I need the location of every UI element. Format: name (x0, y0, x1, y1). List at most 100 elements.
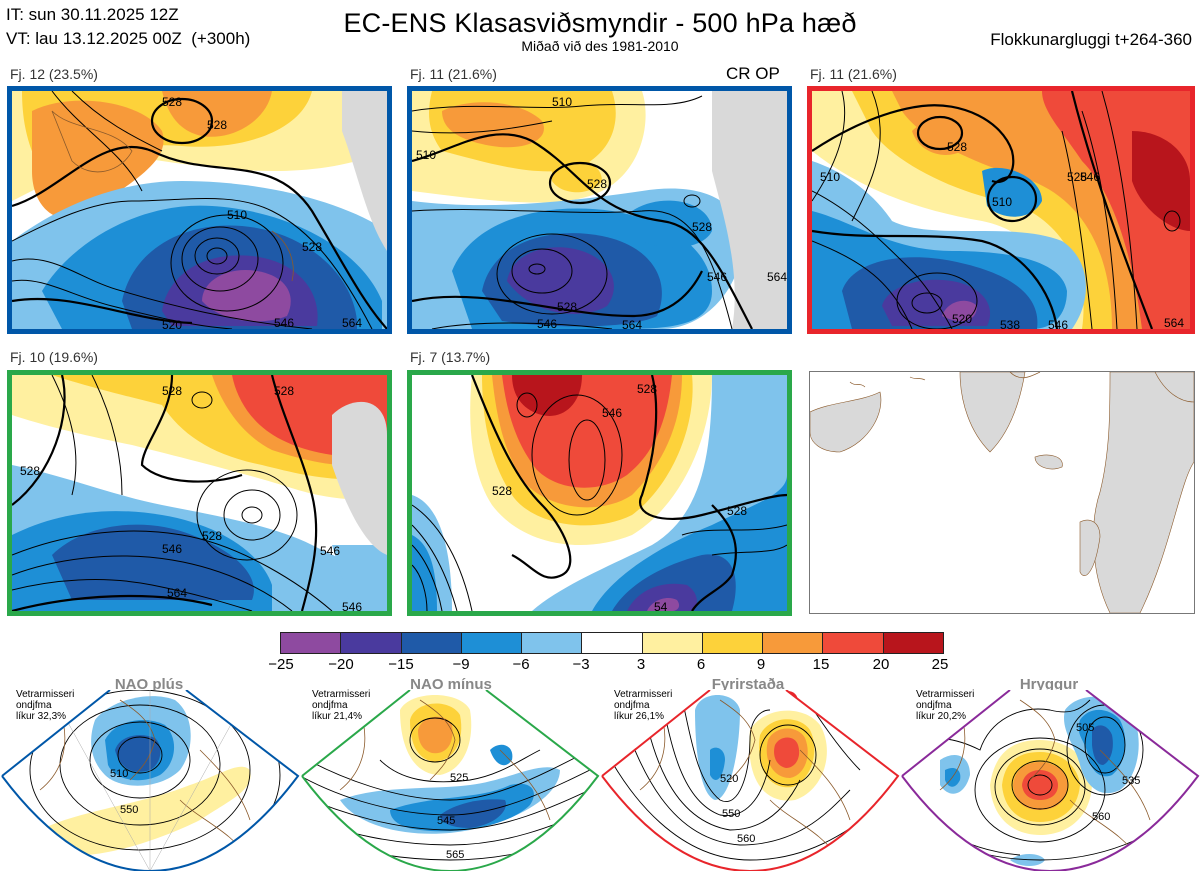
contour-label: 505 (1076, 722, 1094, 734)
panel-1-label: Fj. 12 (23.5%) (10, 66, 98, 82)
regime-info: Vetrarmisseri ondjfma líkur 21,4% (312, 689, 371, 722)
regime-title-blocking: Fyrirstaða (711, 676, 785, 693)
contour-label: 538 (1000, 318, 1020, 329)
colorbar-segment (763, 633, 824, 653)
cluster-map-4: 528 528 528 528 546 546 564 546 (12, 375, 387, 611)
cluster-panel-3: 528 510 528 510 546 520 538 546 564 (807, 86, 1195, 334)
colorbar-tick: −20 (328, 656, 354, 673)
contour-label: 546 (537, 317, 557, 329)
contour-label: 545 (437, 815, 455, 827)
contour-label: 528 (727, 504, 747, 518)
colorbar (280, 632, 944, 654)
contour-label: 564 (167, 586, 187, 600)
contour-label: 528 (557, 300, 577, 314)
contour-label: 54 (654, 600, 668, 611)
contour-label: 528 (692, 220, 712, 234)
contour-label: 528 (162, 95, 182, 109)
page-subtitle: Miðað við des 1981-2010 (521, 38, 679, 54)
contour-label: 510 (110, 768, 128, 780)
colorbar-tick: 3 (636, 656, 646, 673)
regime-map-blocking: 520 550 560 (601, 690, 900, 871)
contour-label: 550 (120, 804, 138, 816)
contour-label: 528 (274, 384, 294, 398)
cluster-panel-1: 528 528 510 528 520 546 564 (7, 86, 392, 334)
colorbar-tick: 9 (756, 656, 766, 673)
contour-label: 564 (1164, 316, 1184, 329)
colorbar-tick: 25 (931, 656, 949, 673)
contour-label: 528 (302, 240, 322, 254)
regime-info: Vetrarmisseri ondjfma líkur 26,1% (614, 689, 673, 722)
contour-label: 525 (450, 772, 468, 784)
contour-label: 528 (587, 177, 607, 191)
contour-label: 528 (492, 484, 512, 498)
regime-title-nao-plus: NAO plús (114, 676, 184, 693)
colorbar-tick: −9 (452, 656, 470, 673)
contour-label: 520 (952, 312, 972, 326)
regime-map-ridge: 505 535 560 (901, 690, 1200, 871)
contour-label: 520 (720, 773, 738, 785)
panel-4-label: Fj. 10 (19.6%) (10, 349, 98, 365)
colorbar-segment (702, 633, 764, 653)
valid-time: VT: lau 13.12.2025 00Z (+300h) (6, 29, 251, 48)
colorbar-segment (642, 633, 703, 653)
colorbar-tick: 20 (872, 656, 890, 673)
reference-map (810, 372, 1194, 613)
cluster-map-3: 528 510 528 510 546 520 538 546 564 (812, 91, 1190, 329)
contour-label: 510 (820, 170, 840, 184)
page-title: EC-ENS Klasasviðsmyndir - 500 hPa hæð (343, 8, 857, 38)
colorbar-segment (883, 633, 943, 653)
colorbar-segment (582, 633, 643, 653)
contour-label: 528 (207, 118, 227, 132)
contour-label: 528 (202, 529, 222, 543)
contour-label: 546 (342, 600, 362, 611)
contour-label: 564 (342, 316, 362, 329)
regime-map-nao-plus: 510 550 (1, 690, 300, 871)
colorbar-tick: 6 (696, 656, 706, 673)
panel-3-label: Fj. 11 (21.6%) (810, 66, 897, 82)
contour-label: 564 (767, 270, 787, 284)
contour-label: 546 (602, 406, 622, 420)
contour-label: 528 (162, 384, 182, 398)
contour-label: 528 (637, 382, 657, 396)
colorbar-segment (341, 633, 402, 653)
contour-label: 510 (227, 208, 247, 222)
cluster-panel-5: 528 546 528 528 54 (407, 370, 792, 616)
contour-label: 510 (992, 195, 1012, 209)
init-time: IT: sun 30.11.2025 12Z (6, 5, 179, 24)
colorbar-tick: −25 (268, 656, 294, 673)
contour-label: 546 (162, 542, 182, 556)
colorbar-segment (823, 633, 884, 653)
regime-title-nao-minus: NAO mínus (410, 676, 492, 693)
panel-2-label: Fj. 11 (21.6%) (410, 66, 497, 82)
contour-label: 546 (274, 316, 294, 329)
colorbar-tick: −15 (388, 656, 414, 673)
colorbar-tick: 15 (812, 656, 830, 673)
reference-map-panel (809, 371, 1195, 614)
cluster-panel-2: 510 510 528 528 546 564 528 546 564 (407, 86, 792, 334)
colorbar-tick: −3 (572, 656, 590, 673)
contour-label: 528 (947, 140, 967, 154)
contour-label: 564 (622, 318, 642, 329)
cluster-map-2: 510 510 528 528 546 564 528 546 564 (412, 91, 787, 329)
cluster-map-1: 528 528 510 528 520 546 564 (12, 91, 387, 329)
colorbar-tick: −6 (512, 656, 530, 673)
contour-label: 550 (722, 808, 740, 820)
contour-label: 510 (552, 95, 572, 109)
panel-5-label: Fj. 7 (13.7%) (410, 349, 491, 365)
colorbar-segment (281, 633, 342, 653)
cluster-map-5: 528 546 528 528 54 (412, 375, 787, 611)
contour-label: 546 (1080, 170, 1100, 184)
colorbar-segment (461, 633, 523, 653)
contour-label: 528 (1067, 170, 1087, 184)
regime-info: Vetrarmisseri ondjfma líkur 32,3% (16, 689, 75, 722)
contour-label: 546 (1048, 318, 1068, 329)
regime-info: Vetrarmisseri ondjfma líkur 20,2% (916, 689, 975, 722)
contour-label: 546 (707, 270, 727, 284)
contour-label: 528 (20, 464, 40, 478)
contour-label: 510 (416, 148, 436, 162)
contour-label: 535 (1122, 775, 1140, 787)
contour-label: 565 (446, 849, 464, 861)
contour-label: 560 (737, 833, 755, 845)
cr-op-label: CR OP (726, 64, 780, 83)
regime-title-ridge: Hryggur (1019, 676, 1079, 693)
